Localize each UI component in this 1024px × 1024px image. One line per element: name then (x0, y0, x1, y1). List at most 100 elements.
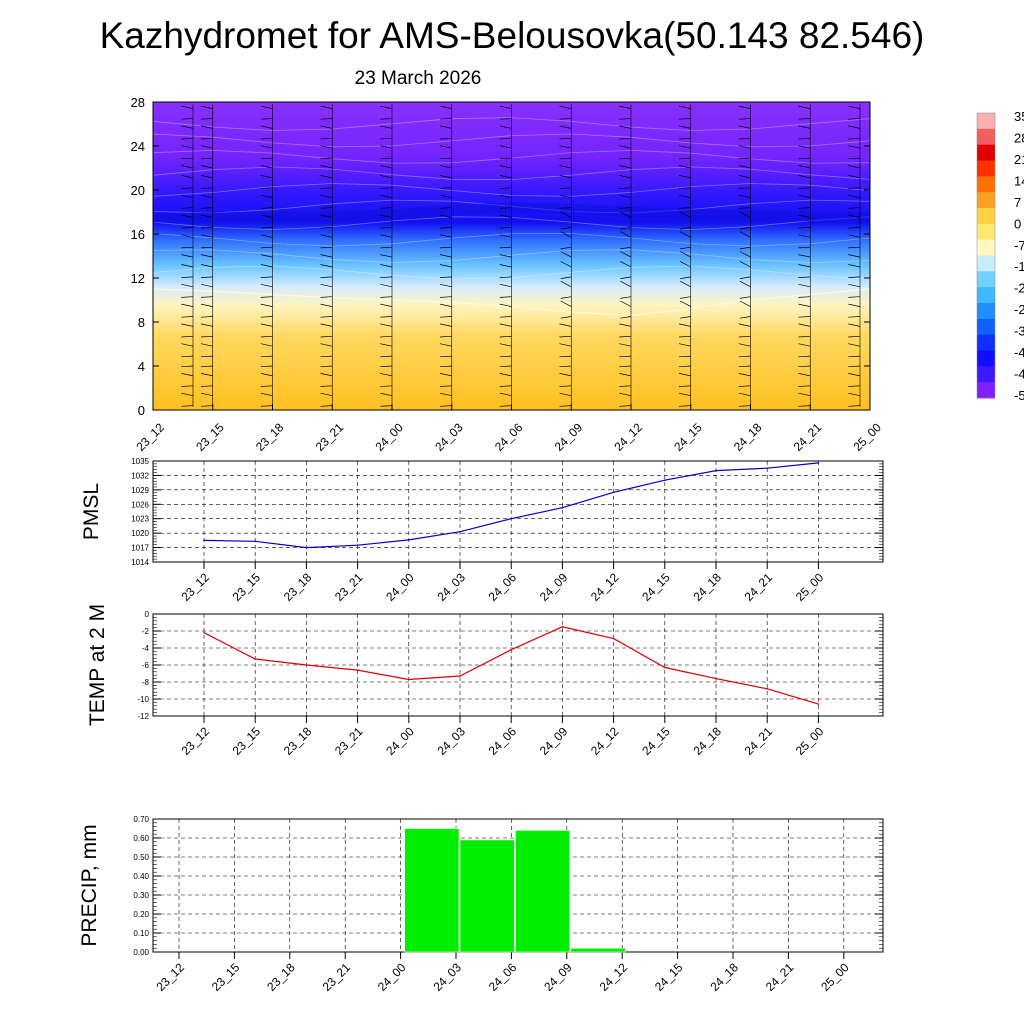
wind-barb (439, 175, 452, 179)
wind-barb (619, 323, 632, 327)
wind-barb (439, 234, 452, 238)
wind-barb (320, 157, 333, 160)
y-tick-label: -2 (142, 627, 150, 636)
x-tick-label: 23_12 (178, 724, 212, 758)
wind-barb (798, 392, 811, 397)
wind-barb (559, 405, 572, 407)
x-tick-label: 23_15 (230, 724, 264, 758)
wind-barb (499, 137, 512, 140)
wind-barb (559, 145, 572, 149)
wind-barb (499, 283, 512, 288)
wind-barb (848, 227, 861, 229)
pmsl-point (664, 479, 666, 482)
x-tick-label: 23_21 (320, 960, 354, 994)
wind-barb (181, 137, 194, 140)
wind-barb (260, 105, 273, 109)
x-tick-label: 24_03 (434, 724, 468, 758)
wind-barb (320, 125, 333, 129)
colorbar-swatch (977, 334, 995, 351)
wind-barb (680, 296, 691, 299)
wind-barb (798, 246, 811, 249)
wind-barb (560, 276, 572, 279)
wind-barb (260, 234, 273, 238)
wind-barb (798, 234, 811, 238)
wind-barb (559, 118, 572, 120)
colorbar-label: 14 (1014, 173, 1024, 188)
wind-barb (620, 316, 632, 319)
x-tick-label: 23_18 (253, 420, 287, 454)
wind-barb (320, 283, 333, 288)
wind-barb (738, 145, 751, 149)
wind-barb (181, 246, 194, 249)
wind-barb (260, 246, 273, 249)
colorbar-swatch (977, 239, 995, 256)
y-tick-label: -6 (142, 661, 150, 670)
colorbar-label: 7 (1014, 195, 1021, 210)
wind-barb (260, 264, 273, 268)
wind-barb (320, 373, 333, 377)
wind-barb (181, 157, 194, 160)
wind-barb (181, 234, 194, 238)
colorbar-label: 35 (1014, 109, 1024, 124)
temp-y-axis-title: TEMP at 2 M (86, 604, 109, 726)
y-tick-label: 1017 (131, 544, 149, 553)
wind-barb (320, 187, 333, 189)
wind-barb (181, 105, 194, 109)
wind-barb (848, 323, 861, 327)
wind-barb (620, 280, 632, 288)
colorbar-swatch (977, 366, 995, 383)
wind-barb (181, 207, 194, 209)
wind-barb (181, 254, 194, 258)
wind-barb (499, 118, 512, 120)
wind-barb (439, 385, 452, 387)
x-tick-label: 25_00 (850, 420, 884, 454)
wind-barb (181, 343, 194, 347)
wind-barb (380, 175, 393, 179)
x-tick-label: 25_00 (818, 960, 852, 994)
wind-barb (320, 175, 333, 179)
x-tick-label: 24_06 (486, 960, 520, 994)
wind-barb (680, 227, 691, 230)
wind-barb (798, 316, 811, 318)
y-tick-label: 12 (131, 271, 145, 286)
wind-barb (560, 251, 572, 258)
wind-barb (559, 105, 572, 109)
colorbar-swatch (977, 160, 995, 177)
wind-barb (560, 246, 572, 250)
pmsl-y-axis-title: PMSL (80, 483, 103, 540)
wind-barb (678, 343, 691, 347)
wind-barb (738, 335, 751, 338)
y-tick-label: 1014 (131, 558, 149, 567)
wind-barb (380, 405, 393, 407)
wind-barb (499, 234, 512, 238)
wind-barb (619, 145, 632, 149)
wind-barb (200, 385, 213, 387)
wind-barb (738, 385, 751, 387)
wind-barb (678, 125, 691, 129)
wind-barb (260, 207, 273, 209)
y-tick-label: 1023 (131, 515, 149, 524)
wind-barb (798, 283, 811, 288)
wind-barb (439, 187, 452, 189)
x-tick-label: 24_18 (731, 420, 765, 454)
wind-barb (260, 355, 273, 358)
wind-barb (181, 385, 194, 387)
x-tick-label: 23_15 (230, 570, 264, 604)
wind-barb (678, 194, 691, 199)
wind-barb (619, 355, 632, 358)
wind-barb (380, 343, 393, 347)
wind-barb (678, 175, 691, 179)
wind-barb (848, 355, 861, 358)
wind-barb (680, 280, 691, 288)
wind-barb (620, 276, 632, 279)
wind-barb (739, 261, 751, 268)
x-tick-label: 23_21 (313, 420, 347, 454)
y-tick-label: -10 (137, 695, 149, 704)
wind-barb (380, 145, 393, 149)
wind-barb (320, 214, 333, 218)
wind-barb (181, 145, 194, 149)
wind-barb (848, 246, 861, 249)
colorbar-label: -7 (1014, 238, 1024, 253)
wind-barb (678, 118, 691, 120)
wind-barb (181, 165, 194, 169)
